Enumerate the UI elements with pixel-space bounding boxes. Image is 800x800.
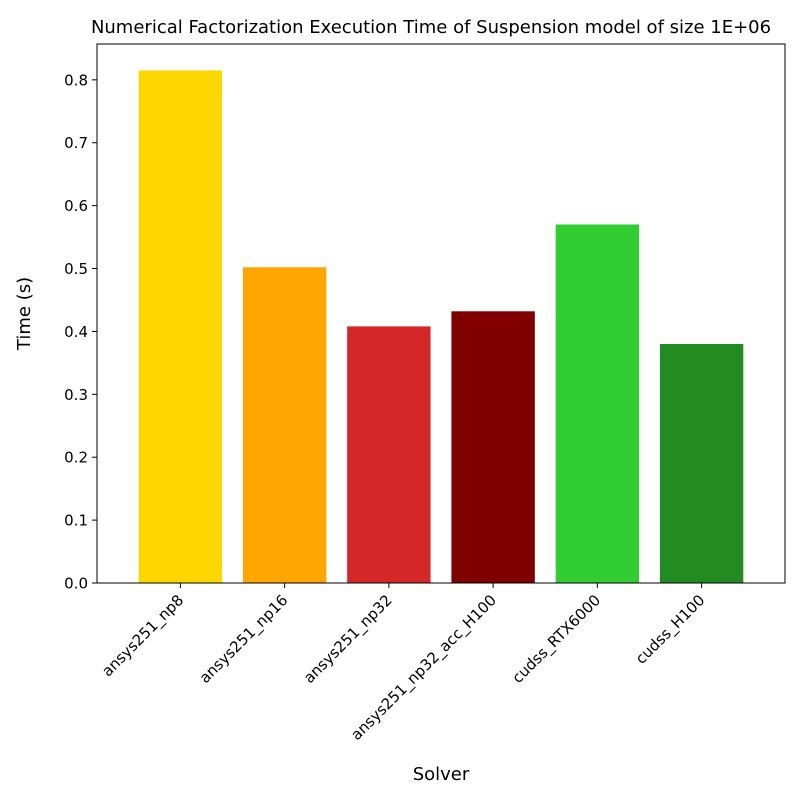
y-axis: 0.0 0.1 0.2 0.3 0.4 0.5 0.6 0.7 0.8	[64, 71, 97, 593]
x-tick-label: cudss_RTX6000	[508, 591, 604, 687]
y-tick-label: 0.6	[64, 197, 88, 215]
plot-area	[138, 70, 744, 583]
x-tick-label: cudss_H100	[632, 591, 709, 668]
bar-cudss_H100	[659, 344, 744, 583]
x-axis-title: Solver	[413, 764, 470, 785]
y-tick-label: 0.7	[64, 134, 88, 152]
bar-ansys251_np16	[242, 267, 327, 583]
y-tick-label: 0.1	[64, 512, 88, 530]
bar-ansys251_np8	[138, 70, 223, 583]
y-tick-label: 0.3	[64, 386, 88, 404]
x-axis: ansys251_np8 ansys251_np16 ansys251_np32an…	[98, 583, 709, 745]
y-tick-label: 0.5	[64, 260, 88, 278]
chart-title: Numerical Factorization Execution Time o…	[91, 17, 771, 38]
bar-cudss_RTX6000	[555, 224, 640, 583]
x-tick-label: ansys251_np16	[196, 591, 292, 687]
y-tick-label: 0.2	[64, 449, 88, 467]
y-tick-label: 0.0	[64, 575, 88, 593]
y-axis-title: Time (s)	[14, 277, 35, 351]
y-tick-label: 0.4	[64, 323, 88, 341]
x-tick-label: ansys251_np32	[300, 591, 396, 687]
bar-ansys251_np32	[347, 326, 431, 583]
x-tick-label: ansys251_np8	[98, 591, 188, 681]
y-tick-label: 0.8	[64, 71, 88, 89]
plot-frame	[96, 43, 786, 584]
bar-ansys251_np32_acc_H100	[451, 311, 535, 583]
